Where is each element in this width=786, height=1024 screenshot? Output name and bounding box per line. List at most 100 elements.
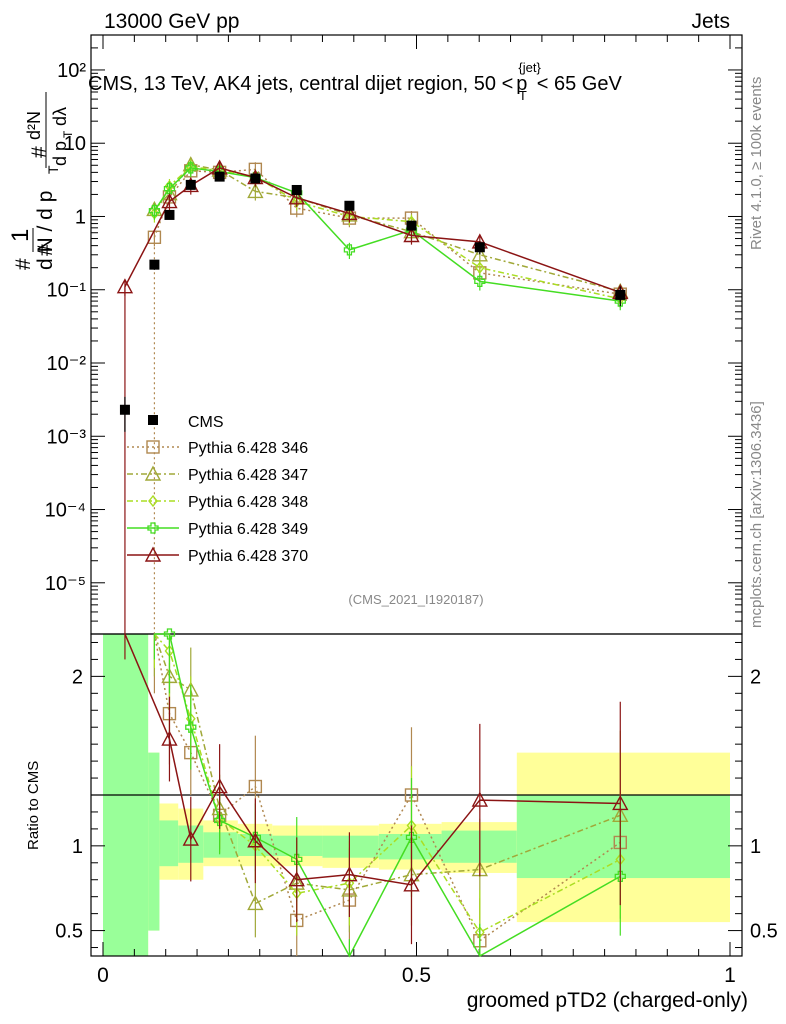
legend-marker-1 [146,440,160,454]
legend-marker-4 [147,522,159,534]
ratio-point-5 [612,794,629,811]
cms-data-point [474,242,485,253]
legend-marker-3 [148,494,158,508]
legend-label-1: Pythia 6.428 346 [188,440,308,457]
main-y-tick-label: 10⁻² [47,353,87,375]
rivet-version-label: Rivet 4.1.0, ≥ 100k events [748,77,765,250]
series-line-4 [153,167,621,302]
series-point-4 [163,182,176,195]
legend-label-5: Pythia 6.428 370 [188,548,308,565]
series-line-5 [124,167,621,294]
ratio-point-5 [182,830,199,846]
cms-data-point [164,209,175,220]
main-y-tick-label: 10² [57,60,86,82]
svg-text:d N / d p: d N / d p [34,191,57,270]
series-point-4 [148,205,161,217]
ratio-line-5 [124,633,621,886]
ratio-y-axis-label: Ratio to CMS [25,761,42,850]
header-jets-label: Jets [691,10,730,33]
series-point-5 [161,193,178,209]
svg-text:#: # [12,258,35,270]
ratio-y-tick-label-right: 2 [750,666,761,688]
legend-label-cms: CMS [188,414,224,431]
ratio-line-3 [153,633,621,934]
series-point-2 [247,182,264,199]
svg-text:T: T [61,130,75,138]
ratio-y-tick-label-right: 1 [750,836,761,858]
cms-data-point [615,289,626,300]
ratio-point-4 [291,853,303,866]
ratio-band-stat [322,835,379,858]
ratio-line-1 [153,633,621,942]
ratio-point-5 [161,730,178,746]
cms-data-point [406,220,417,231]
main-y-axis-label: # 1 # [7,228,57,270]
cms-data-point [344,200,355,211]
x-tick-label: 1 [724,964,736,987]
ratio-y-tick-label: 2 [72,666,83,688]
ratio-point-5 [211,778,228,794]
x-tick-label: 0 [97,964,109,987]
ratio-point-1 [248,779,263,794]
legend-marker-2 [144,465,162,481]
mcplots-source-label: mcplots.cern.ch [arXiv:1306.3436] [748,401,765,628]
cms-data-points [119,171,626,432]
main-panel-frame [90,34,743,635]
svg-text:T: T [45,165,61,174]
svg-text:#: # [34,244,57,256]
legend-label-3: Pythia 6.428 348 [188,494,308,511]
svg-text:d²N: d²N [24,111,44,140]
ratio-series-group [124,628,629,958]
series-point-3 [474,261,485,274]
legend-label-2: Pythia 6.428 347 [188,467,308,484]
svg-text:1: 1 [7,229,34,242]
series-line-1 [153,168,621,295]
ratio-y-tick-label: 0.5 [55,921,83,943]
ratio-point-4 [185,721,197,733]
main-y-tick-label: 10⁻³ [47,426,87,448]
series-line-2 [153,163,621,293]
main-y-tick-label: 1 [75,206,86,228]
series-point-5 [403,227,420,243]
ratio-band-stat [159,820,179,867]
chart-title: CMS, 13 TeV, AK4 jets, central dijet reg… [88,60,622,103]
ratio-point-4 [163,628,176,640]
series-point-5 [341,204,358,221]
series-point-4 [474,275,486,288]
x-axis-ticks: 0 0.5 1 [97,35,736,987]
series-line-3 [153,165,621,300]
ratio-point-4 [614,870,626,882]
svg-text:dλ: dλ [50,107,70,126]
cms-data-point [185,179,196,190]
ratio-point-4 [405,831,418,844]
ratio-point-2 [247,894,264,911]
series-point-4 [343,244,356,256]
cms-data-point [291,184,302,195]
analysis-tag: (CMS_2021_I1920187) [348,592,483,607]
ratio-band-stat [203,832,238,858]
header-energy-label: 13000 GeV pp [104,10,239,33]
main-y-tick-label: 10⁻⁴ [45,500,86,522]
cms-data-point [250,173,261,184]
legend: CMS Pythia 6.428 346 Pythia 6.428 347 Pythi… [127,414,308,565]
cms-data-point [149,259,160,270]
legend-marker-cms [148,415,158,425]
x-axis-label: groomed pTD2 (charged-only) [467,989,748,1012]
x-tick-label: 0.5 [402,964,431,987]
ratio-point-5 [247,832,264,848]
main-y-axis-label-part2: d N / d p T # [28,146,61,270]
main-y-axis-fraction: d²N d p T dλ [24,92,75,168]
ratio-band-stat [148,752,160,931]
ratio-band-stat [441,830,517,863]
ratio-point-5 [341,866,358,882]
ratio-line-4 [154,633,621,958]
cms-data-point [214,171,225,182]
svg-text:#: # [28,146,51,158]
svg-text:d p: d p [50,141,70,166]
ratio-point-5 [471,791,488,807]
ratio-point-4 [213,814,226,827]
main-axis-ticks: 10² 10 1 10⁻¹ 10⁻² 10⁻³ 10⁻⁴ 10⁻⁵ [45,34,742,635]
ratio-y-tick-label: 1 [72,836,83,858]
legend-label-4: Pythia 6.428 349 [188,521,308,538]
